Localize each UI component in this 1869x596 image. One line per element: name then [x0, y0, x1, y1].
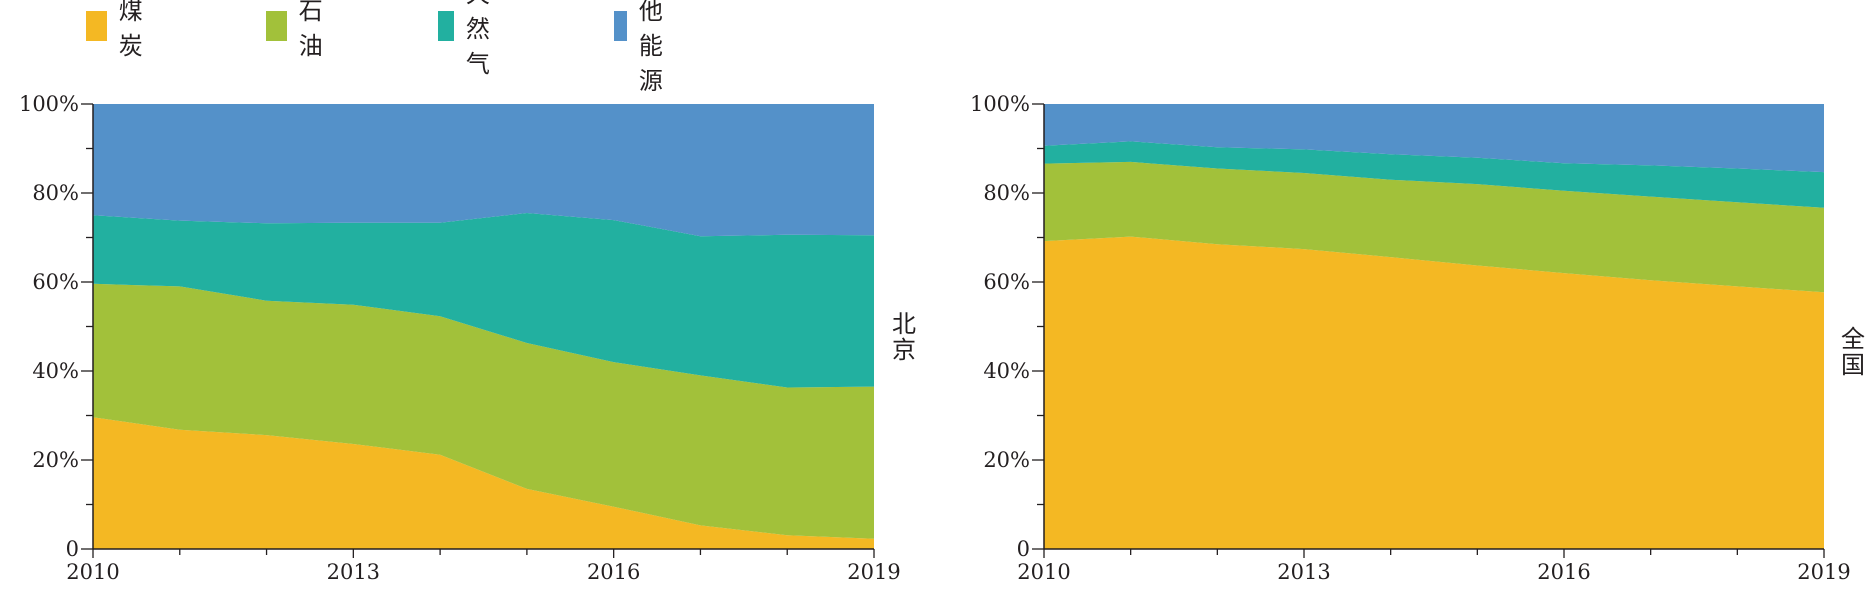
legend-swatch-oil [266, 11, 287, 41]
area-gas [1044, 141, 1824, 208]
legend-item-coal: 煤炭 [86, 0, 152, 60]
y-tick-label: 0 [1017, 537, 1030, 561]
panel-label-char: 国 [1841, 351, 1865, 379]
y-tick-label: 40% [32, 359, 79, 383]
area-other [93, 104, 874, 237]
legend-item-other: 其他能源 [614, 0, 680, 95]
y-tick-label: 80% [32, 181, 79, 205]
legend-swatch-gas [438, 11, 454, 41]
x-tick-label: 2010 [66, 560, 119, 584]
chart-panel-national: 0 20% 40% 60% 80% 100% 2010 2013 2016 2019 全国 [970, 92, 1865, 584]
y-tick-label: 60% [32, 270, 79, 294]
area-oil [1044, 161, 1824, 293]
area-other [1044, 104, 1824, 173]
panel-label-char: 全 [1841, 325, 1865, 353]
panel-label-char: 京 [892, 336, 916, 364]
x-tick-label: 2016 [1537, 560, 1590, 584]
legend-swatch-coal [86, 11, 107, 41]
y-tick-label: 20% [983, 448, 1030, 472]
x-tick-label: 2016 [587, 560, 640, 584]
panel-label-char: 北 [892, 310, 916, 338]
x-tick-label: 2019 [847, 560, 900, 584]
legend-item-gas: 天然气 [438, 0, 504, 78]
x-tick-label: 2010 [1017, 560, 1070, 584]
legend-item-oil: 石油 [266, 0, 332, 60]
y-tick-label: 100% [970, 92, 1030, 116]
legend-label-oil: 石油 [298, 0, 323, 60]
y-tick-label: 80% [983, 181, 1030, 205]
area-oil [93, 283, 874, 539]
x-tick-label: 2013 [1277, 560, 1330, 584]
legend-label-gas: 天然气 [465, 0, 490, 78]
chart-panel-beijing: 0 20% 40% 60% 80% 100% 2010 2013 2016 2019 北京 [19, 92, 916, 584]
y-tick-label: 0 [66, 537, 79, 561]
legend-label-other: 其他能源 [638, 0, 663, 95]
y-tick-label: 40% [983, 359, 1030, 383]
y-tick-label: 100% [19, 92, 79, 116]
legend-label-coal: 煤炭 [118, 0, 143, 60]
y-tick-label: 20% [32, 448, 79, 472]
y-tick-label: 60% [983, 270, 1030, 294]
x-tick-label: 2013 [327, 560, 380, 584]
legend-swatch-other [614, 11, 627, 41]
area-coal [93, 417, 874, 549]
x-tick-label: 2019 [1797, 560, 1850, 584]
area-gas [93, 213, 874, 388]
area-coal [1044, 236, 1824, 549]
